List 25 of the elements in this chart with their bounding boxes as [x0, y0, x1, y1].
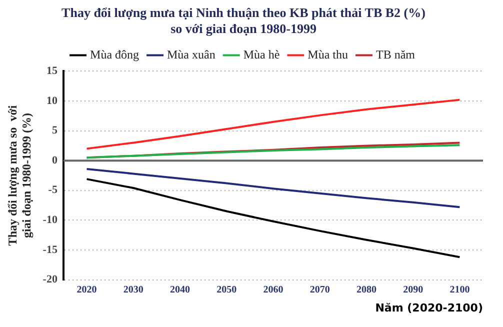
chart-title: Thay đổi lượng mưa tại Ninh thuận theo KB phát thải TB B2 (%) so với giai đoạn 1980-1999	[62, 5, 426, 36]
x-tick-label: 2090	[403, 284, 424, 296]
y-tick-label: -10	[42, 214, 58, 226]
legend-label: Mùa đông	[90, 47, 140, 62]
y-tick-label: -20	[42, 274, 58, 286]
x-tick-label: 2030	[123, 284, 144, 296]
legend-label: Mùa thu	[308, 47, 348, 62]
legend-label: Mùa hè	[243, 47, 280, 62]
legend-label: Mùa xuân	[167, 47, 216, 62]
x-tick-label: 2060	[263, 284, 284, 296]
x-tick-label: 2070	[310, 284, 330, 296]
x-tick-label: 2100	[450, 284, 470, 296]
y-tick-label: 15	[46, 65, 58, 78]
y-tick-label: -5	[48, 184, 58, 196]
x-tick-label: 2050	[216, 284, 237, 296]
x-tick-label: 2040	[170, 284, 190, 296]
legend-label: TB năm	[376, 47, 416, 62]
y-tick-label: -15	[42, 244, 58, 256]
y-axis-title: Thay đổi lượng mưa so với giai đoạn 1980-1999 (%)	[5, 104, 34, 246]
y-tick-label: 10	[46, 94, 58, 107]
x-axis-title: Năm (2020-2100)	[375, 301, 483, 314]
y-tick-label: 5	[52, 124, 58, 137]
x-tick-label: 2080	[356, 284, 376, 296]
x-tick-label: 2020	[76, 284, 97, 296]
y-tick-label: 0	[52, 154, 58, 166]
